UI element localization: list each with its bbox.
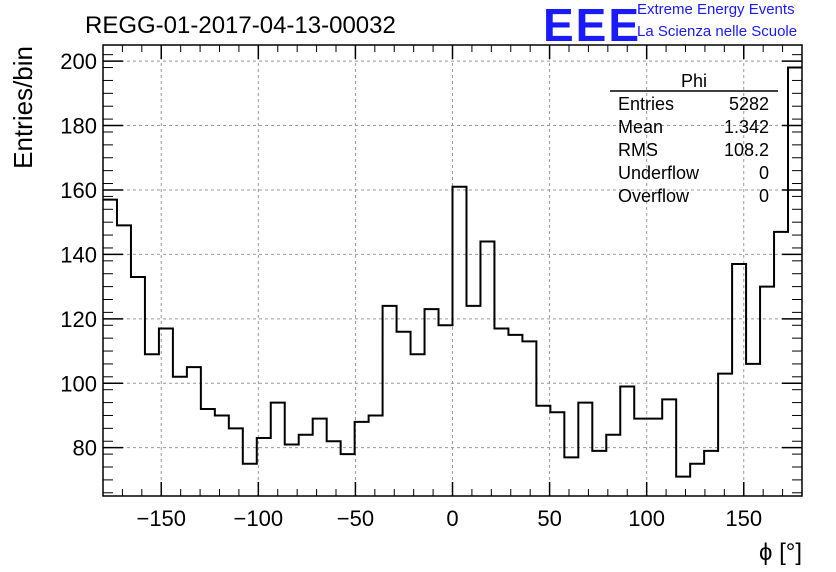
x-tick-label: −150 <box>136 506 186 531</box>
y-tick-label: 140 <box>60 242 97 267</box>
x-tick-label: 150 <box>725 506 762 531</box>
histogram-step-line <box>103 66 802 478</box>
x-axis-label: ϕ [°] <box>759 539 802 566</box>
eee-logo: EEE <box>543 0 642 51</box>
x-tick-label: −100 <box>234 506 284 531</box>
x-tick-label: 100 <box>628 506 665 531</box>
stats-row-label: RMS <box>618 140 658 160</box>
y-tick-label: 120 <box>60 307 97 332</box>
y-tick-label: 160 <box>60 178 97 203</box>
run-title: REGG-01-2017-04-13-00032 <box>85 12 396 39</box>
logo-line-1: Extreme Energy Events <box>637 1 795 18</box>
y-tick-label: 180 <box>60 114 97 139</box>
y-tick-label: 200 <box>60 49 97 74</box>
stats-row-value: 1.342 <box>724 117 769 137</box>
stats-row-label: Mean <box>618 117 663 137</box>
stats-row-value: 0 <box>759 186 769 206</box>
stats-rows: Entries 5282 Mean 1.342 RMS 108.2 Underflow 0 Ov… <box>618 94 769 206</box>
x-tick-label: 50 <box>537 506 561 531</box>
axis-ticks <box>102 45 803 496</box>
stats-row-label: Overflow <box>618 186 690 206</box>
stats-box-title: Phi <box>681 71 707 91</box>
stats-row-value: 5282 <box>729 94 769 114</box>
y-tick-label: 100 <box>60 371 97 396</box>
stats-row-label: Entries <box>618 94 674 114</box>
stats-row-label: Underflow <box>618 163 700 183</box>
stats-row-value: 108.2 <box>724 140 769 160</box>
stats-box: Phi Entries 5282 Mean 1.342 RMS 108.2 Underflo… <box>610 71 778 206</box>
y-axis-label: Entries/bin <box>8 46 38 169</box>
x-tick-label: 0 <box>446 506 458 531</box>
logo-line-2: La Scienza nelle Scuole <box>637 23 798 40</box>
stats-row-value: 0 <box>759 163 769 183</box>
y-tick-label: 80 <box>73 436 97 461</box>
x-tick-label: −50 <box>337 506 374 531</box>
